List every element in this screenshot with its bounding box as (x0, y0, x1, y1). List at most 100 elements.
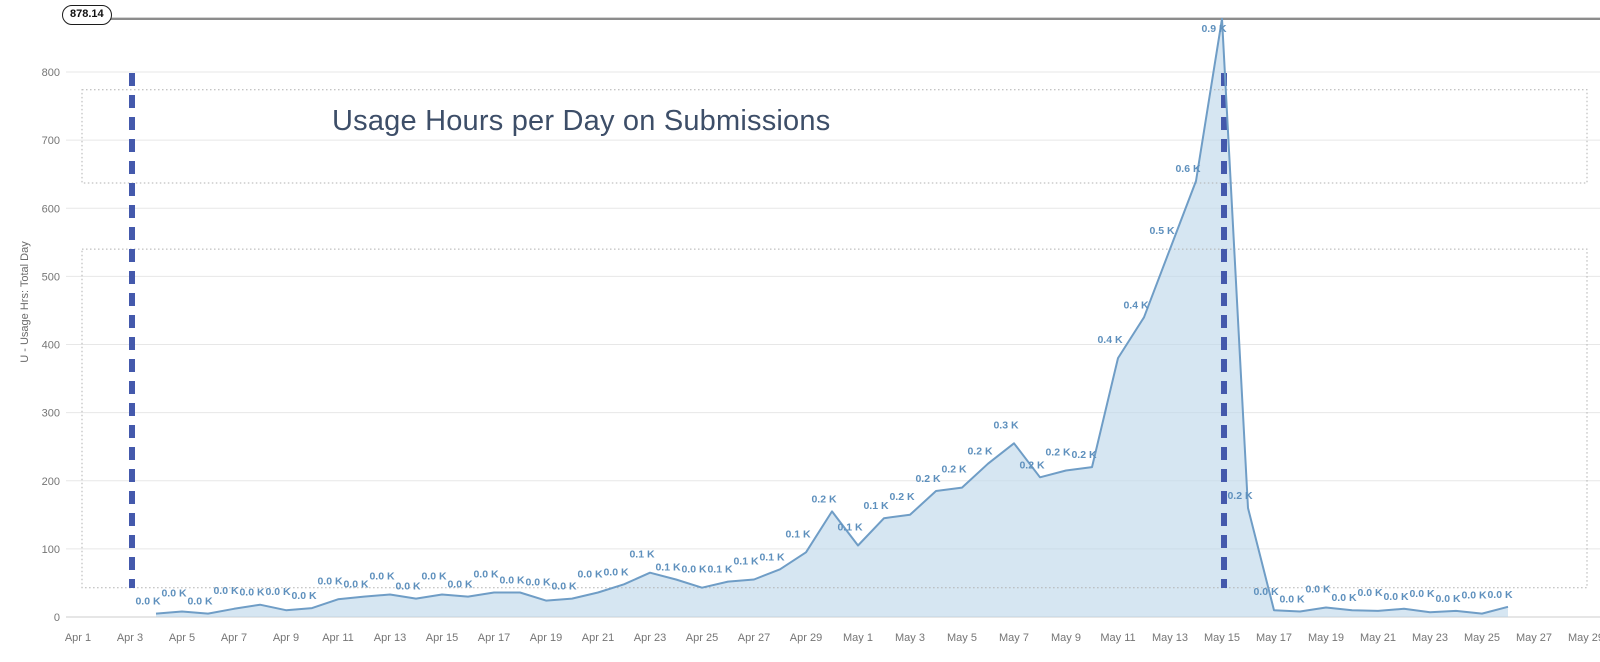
y-tick-label: 500 (42, 271, 60, 283)
data-label: 0.4 K (1123, 299, 1149, 311)
data-label: 0.1 K (733, 556, 759, 568)
x-tick-label: May 3 (895, 632, 925, 644)
data-label: 0.4 K (1097, 334, 1123, 346)
data-label: 0.5 K (1149, 225, 1175, 237)
x-tick-label: May 1 (843, 632, 873, 644)
data-label: 0.0 K (499, 574, 525, 586)
data-label: 0.9 K (1201, 23, 1227, 35)
y-tick-label: 400 (42, 340, 60, 352)
y-tick-label: 600 (42, 203, 60, 215)
data-label: 0.0 K (135, 596, 161, 608)
y-axis-title: U - Usage Hrs: Total Day (19, 241, 31, 363)
data-label: 0.0 K (447, 579, 473, 591)
x-tick-label: May 27 (1516, 632, 1552, 644)
data-label: 0.0 K (395, 581, 421, 593)
data-label: 0.2 K (1045, 447, 1071, 459)
data-label: 0.0 K (187, 596, 213, 608)
data-label: 0.0 K (681, 564, 707, 576)
y-tick-label: 0 (54, 612, 60, 624)
x-tick-label: May 9 (1051, 632, 1081, 644)
data-label: 0.0 K (213, 585, 239, 597)
data-label: 0.0 K (1383, 591, 1409, 603)
x-tick-label: Apr 21 (582, 632, 614, 644)
y-tick-label: 800 (42, 67, 60, 79)
x-tick-label: May 29 (1568, 632, 1600, 644)
data-label: 0.0 K (1461, 590, 1487, 602)
data-label: 0.2 K (915, 473, 941, 485)
data-label: 0.0 K (317, 575, 343, 587)
y-tick-label: 700 (42, 135, 60, 147)
data-label: 0.6 K (1175, 163, 1201, 175)
data-label: 0.0 K (291, 590, 317, 602)
data-label: 0.0 K (161, 588, 187, 600)
data-label: 0.0 K (369, 571, 395, 583)
x-tick-label: Apr 7 (221, 632, 247, 644)
x-tick-label: May 23 (1412, 632, 1448, 644)
y-tick-label: 300 (42, 408, 60, 420)
x-tick-label: May 13 (1152, 632, 1188, 644)
x-tick-label: Apr 3 (117, 632, 143, 644)
data-label: 0.0 K (525, 577, 551, 589)
max-value-badge: 878.14 (62, 5, 112, 25)
data-label: 0.3 K (993, 419, 1019, 431)
data-label: 0.0 K (603, 566, 629, 578)
data-label: 0.0 K (473, 568, 499, 580)
x-tick-label: Apr 23 (634, 632, 666, 644)
data-label: 0.0 K (343, 579, 369, 591)
x-tick-label: May 21 (1360, 632, 1396, 644)
annotation-band (81, 89, 1588, 184)
x-tick-label: May 25 (1464, 632, 1500, 644)
data-label: 0.1 K (655, 562, 681, 574)
data-label: 0.0 K (551, 581, 577, 593)
area-series-fill (156, 18, 1508, 618)
data-label: 0.2 K (941, 464, 967, 476)
annotation-band (81, 248, 1588, 589)
y-tick-label: 200 (42, 476, 60, 488)
y-tick-label: 100 (42, 544, 60, 556)
x-tick-label: Apr 13 (374, 632, 406, 644)
x-tick-label: May 5 (947, 632, 977, 644)
data-label: 0.0 K (1435, 593, 1461, 605)
data-label: 0.1 K (707, 564, 733, 576)
x-tick-label: Apr 19 (530, 632, 562, 644)
x-tick-label: May 17 (1256, 632, 1292, 644)
data-label: 0.1 K (837, 521, 863, 533)
data-label: 0.2 K (1227, 490, 1253, 502)
data-label: 0.0 K (1357, 587, 1383, 599)
series-line (155, 17, 1509, 615)
data-label: 0.1 K (759, 551, 785, 563)
x-tick-label: Apr 9 (273, 632, 299, 644)
data-label: 0.0 K (1487, 589, 1513, 601)
data-label: 0.2 K (1071, 449, 1097, 461)
x-tick-label: Apr 25 (686, 632, 718, 644)
data-label: 0.2 K (811, 493, 837, 505)
x-tick-label: Apr 5 (169, 632, 195, 644)
data-label: 0.0 K (1331, 592, 1357, 604)
x-tick-label: Apr 29 (790, 632, 822, 644)
x-tick-label: May 19 (1308, 632, 1344, 644)
data-label: 0.0 K (1253, 586, 1279, 598)
x-tick-label: Apr 15 (426, 632, 458, 644)
data-label: 0.0 K (577, 568, 603, 580)
data-label: 0.1 K (785, 528, 811, 540)
data-label: 0.0 K (265, 586, 291, 598)
data-label: 0.0 K (1409, 588, 1435, 600)
x-tick-label: May 11 (1100, 632, 1135, 644)
data-label: 0.2 K (889, 491, 915, 503)
data-label: 0.1 K (863, 500, 889, 512)
x-tick-label: May 7 (999, 632, 1029, 644)
x-tick-label: Apr 1 (65, 632, 91, 644)
data-label: 0.0 K (239, 587, 265, 599)
x-tick-label: Apr 11 (322, 632, 354, 644)
x-tick-label: Apr 27 (738, 632, 770, 644)
x-tick-label: Apr 17 (478, 632, 510, 644)
data-label: 0.0 K (1305, 583, 1331, 595)
data-label: 0.1 K (629, 549, 655, 561)
data-label: 0.2 K (1019, 459, 1045, 471)
chart-title: Usage Hours per Day on Submissions (332, 105, 831, 137)
data-label: 0.2 K (967, 446, 993, 458)
x-tick-label: May 15 (1204, 632, 1240, 644)
data-label: 0.0 K (421, 571, 447, 583)
